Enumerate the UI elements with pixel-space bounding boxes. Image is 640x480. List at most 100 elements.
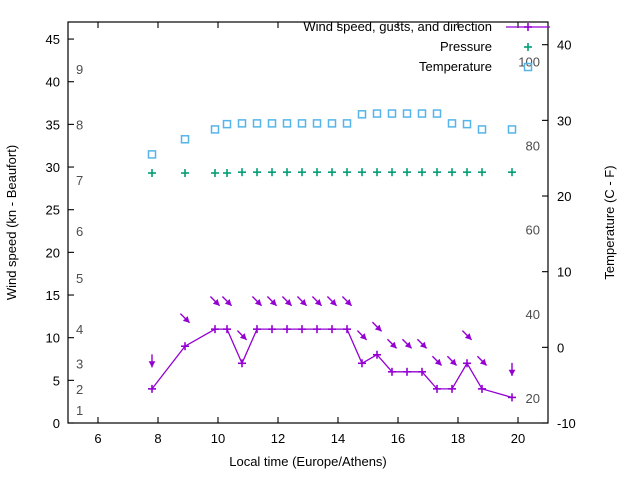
wind-direction-arrow [148,354,156,368]
pressure-marker [373,168,381,177]
y2-tick-label: 30 [557,113,571,128]
temperature-marker [327,119,337,128]
beaufort-label: 8 [76,117,83,132]
temperature-marker [372,109,382,118]
pressure-marker [253,168,261,177]
wind-speed-marker [238,359,246,368]
pressure-marker [463,168,471,177]
legend-sample-marker [524,43,532,51]
wind-direction-arrow [341,296,353,307]
y-tick-label: 30 [46,160,60,175]
wind-speed-marker [328,325,336,334]
beaufort-label: 4 [76,322,83,337]
wind-speed-marker [478,384,486,393]
temperature-marker [342,119,352,128]
temperature-marker [507,125,517,134]
wind-speed-marker [403,367,411,376]
wind-speed-marker [268,325,276,334]
wind-speed-marker [253,325,261,334]
y-tick-label: 40 [46,75,60,90]
y2-tick-label: 20 [557,189,571,204]
pressure-marker [328,168,336,177]
fahrenheit-label: 80 [526,138,540,153]
y2-tick-label: 10 [557,265,571,280]
beaufort-label: 6 [76,224,83,239]
legend-label-1: Pressure [440,39,492,54]
wind-speed-marker [298,325,306,334]
wind-direction-arrow [446,355,458,366]
beaufort-label: 7 [76,173,83,188]
x-tick-label: 12 [271,431,285,446]
temperature-marker [147,150,157,159]
wind-speed-marker [313,325,321,334]
y-tick-label: 45 [46,32,60,47]
y-tick-label: 0 [53,416,60,431]
temperature-marker [312,119,322,128]
pressure-marker [238,168,246,177]
temperature-marker [462,119,472,129]
wind-direction-arrow [326,296,338,307]
pressure-marker [343,168,351,177]
wind-direction-arrow [356,330,368,341]
wind-direction-arrow [266,296,278,307]
y-axis-title: Wind speed (kn - Beaufort) [4,145,19,300]
pressure-marker [298,168,306,177]
pressure-marker [181,169,189,178]
wind-speed-marker [223,325,231,334]
pressure-marker [148,169,156,178]
pressure-marker [448,168,456,177]
wind-direction-arrow [311,296,323,307]
temperature-marker [180,135,190,144]
temperature-marker [222,119,232,129]
wind-speed-marker [418,367,426,376]
wind-speed-marker [181,342,189,351]
pressure-marker [418,168,426,177]
wind-direction-arrow [386,338,398,349]
temperature-marker [477,125,487,134]
x-tick-label: 20 [511,431,525,446]
y2-tick-label: 40 [557,38,571,53]
legend-label-0: Wind speed, gusts, and direction [303,19,492,34]
y2-tick-label: -10 [557,416,576,431]
wind-speed-marker [433,384,441,393]
x-tick-label: 16 [391,431,405,446]
legend-sample-marker [523,62,533,72]
beaufort-label: 9 [76,62,83,77]
temperature-marker [282,119,292,128]
beaufort-label: 2 [76,382,83,397]
wind-direction-arrow [461,330,473,341]
x-tick-label: 18 [451,431,465,446]
y2-tick-label: 0 [557,340,564,355]
legend-sample-marker [524,23,532,31]
x-axis-title: Local time (Europe/Athens) [229,454,387,469]
wind-direction-arrow [179,313,191,324]
x-tick-label: 8 [154,431,161,446]
fahrenheit-label: 100 [518,54,540,69]
pressure-marker [358,168,366,177]
wind-direction-arrow [401,338,413,349]
x-tick-label: 6 [94,431,101,446]
wind-direction-arrow [209,296,221,307]
temperature-marker [387,109,397,118]
y-tick-label: 35 [46,117,60,132]
legend-label-2: Temperature [419,59,492,74]
pressure-marker [283,168,291,177]
wind-direction-arrow [431,355,443,366]
wind-speed-marker [148,384,156,393]
beaufort-label: 5 [76,271,83,286]
pressure-marker [508,168,516,177]
wind-direction-arrow [508,362,516,376]
wind-direction-arrow [236,330,248,341]
temperature-marker [447,119,457,128]
pressure-marker [478,168,486,177]
pressure-marker [268,168,276,177]
y-tick-label: 25 [46,203,60,218]
pressure-marker [211,169,219,178]
temperature-marker [357,110,367,119]
temperature-marker [210,125,220,134]
wind-speed-marker [508,393,516,402]
temperature-marker [237,119,247,128]
y-tick-label: 20 [46,245,60,260]
